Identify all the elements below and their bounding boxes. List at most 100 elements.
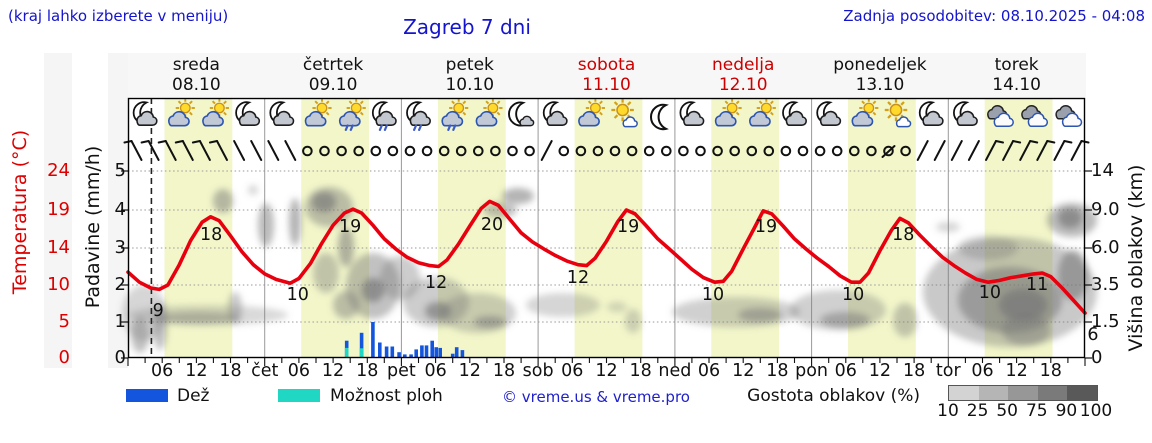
density-segment bbox=[1008, 386, 1038, 400]
day-date: 11.10 bbox=[582, 75, 631, 95]
svg-text:18: 18 bbox=[200, 225, 222, 245]
rain-legend-swatch bbox=[126, 389, 168, 402]
cloud-density-label: Gostota oblakov (%) bbox=[747, 386, 920, 406]
axis-tick: 5 bbox=[58, 311, 70, 332]
x-axis-label: 12 bbox=[732, 361, 755, 381]
density-segment bbox=[978, 386, 1009, 400]
svg-text:9: 9 bbox=[153, 301, 164, 321]
x-axis-label: pet bbox=[387, 361, 416, 381]
axis-tick: 4 bbox=[114, 199, 126, 220]
axis-tick: 1.5 bbox=[1091, 311, 1120, 332]
day-date: 10.10 bbox=[445, 75, 495, 95]
day-date: 13.10 bbox=[855, 75, 905, 95]
axis-tick: 14 bbox=[1091, 160, 1114, 181]
rain-ticks-column-bg bbox=[108, 53, 128, 368]
svg-text:20: 20 bbox=[481, 215, 503, 235]
axis-tick: 19 bbox=[47, 199, 70, 220]
x-axis-label: 06 bbox=[561, 361, 584, 381]
x-axis-label: sob bbox=[522, 361, 554, 381]
day-date: 09.10 bbox=[308, 75, 358, 95]
axis-tick: 9.0 bbox=[1091, 199, 1120, 220]
page-title: Zagreb 7 dni bbox=[403, 15, 531, 39]
density-tick-label: 50 bbox=[996, 401, 1019, 421]
x-axis-label: 18 bbox=[629, 361, 652, 381]
copyright: © vreme.us & vreme.pro bbox=[502, 388, 690, 406]
legend-row: Dež Možnost ploh © vreme.us & vreme.pro … bbox=[0, 384, 1152, 429]
x-axis-label: 18 bbox=[766, 361, 789, 381]
x-axis-label: 12 bbox=[321, 361, 345, 381]
day-name: četrtek bbox=[302, 55, 364, 75]
day-date: 08.10 bbox=[172, 75, 221, 95]
day-name: sreda bbox=[172, 55, 220, 75]
svg-text:12: 12 bbox=[567, 268, 589, 288]
x-axis-label: 18 bbox=[219, 361, 242, 381]
day-date: 14.10 bbox=[992, 75, 1041, 95]
x-axis-label: 12 bbox=[458, 361, 481, 381]
x-axis-label: 18 bbox=[1039, 361, 1062, 381]
svg-text:11: 11 bbox=[1026, 275, 1048, 295]
axis-tick: 3.5 bbox=[1091, 274, 1120, 295]
svg-text:19: 19 bbox=[617, 217, 639, 237]
x-axis-label: pon bbox=[795, 361, 829, 381]
density-tick-label: 25 bbox=[966, 401, 989, 421]
density-tick-label: 10 bbox=[937, 401, 959, 421]
rain-legend-label: Dež bbox=[177, 386, 210, 406]
day-header-bg bbox=[128, 53, 1086, 97]
menu-hint: (kraj lahko izberete v meniju) bbox=[8, 7, 229, 25]
day-name: torek bbox=[994, 55, 1039, 75]
density-tick-label: 90 bbox=[1055, 401, 1078, 421]
x-axis-label: 06 bbox=[834, 361, 857, 381]
axis-tick: 14 bbox=[47, 237, 70, 258]
day-name: sobota bbox=[577, 55, 636, 75]
axis-tick: 6.0 bbox=[1091, 237, 1120, 258]
cloud-axis-label: Višina oblakov (km) bbox=[1125, 164, 1147, 352]
svg-text:12: 12 bbox=[425, 273, 447, 293]
svg-text:10: 10 bbox=[287, 285, 309, 305]
x-axis-label: 12 bbox=[868, 361, 892, 381]
density-tick-label: 100 bbox=[1079, 401, 1113, 421]
day-date: 12.10 bbox=[718, 75, 768, 95]
day-name: petek bbox=[445, 55, 494, 75]
x-axis-label: 06 bbox=[971, 361, 994, 381]
cloud-density-scale bbox=[948, 385, 1098, 401]
axis-tick: 2 bbox=[114, 274, 126, 295]
temp-axis-label: Temperatura (°C) bbox=[9, 129, 31, 295]
x-axis-label: 06 bbox=[151, 361, 174, 381]
svg-text:19: 19 bbox=[755, 217, 777, 237]
x-axis-label: 18 bbox=[492, 361, 516, 381]
svg-text:18: 18 bbox=[892, 225, 914, 245]
x-axis-label: ned bbox=[658, 361, 692, 381]
x-axis-label: 06 bbox=[287, 361, 311, 381]
shower-legend-swatch bbox=[278, 389, 320, 402]
axis-tick: 3 bbox=[114, 237, 126, 258]
shower-legend-label: Možnost ploh bbox=[330, 386, 443, 406]
day-name: nedelja bbox=[712, 55, 775, 75]
density-tick-label: 75 bbox=[1025, 401, 1048, 421]
x-axis-label: 18 bbox=[356, 361, 379, 381]
density-segment bbox=[1037, 386, 1068, 400]
x-axis-label: 06 bbox=[424, 361, 447, 381]
rain-axis-label: Padavine (mm/h) bbox=[82, 145, 104, 309]
meteogram-plot: 9 18 10 19 12 20 12 19 10 19 10 18 10 11 6 bbox=[121, 98, 1099, 366]
density-segment bbox=[949, 386, 979, 400]
svg-text:10: 10 bbox=[702, 285, 724, 305]
x-axis-label: 12 bbox=[185, 361, 208, 381]
x-axis-label: 18 bbox=[902, 361, 926, 381]
svg-text:10: 10 bbox=[979, 283, 1001, 303]
temp-ticks-column-bg bbox=[44, 53, 72, 368]
axis-tick: 10 bbox=[47, 274, 70, 295]
svg-text:19: 19 bbox=[339, 217, 361, 237]
x-axis-label: 12 bbox=[1005, 361, 1028, 381]
x-axis-label: tor bbox=[935, 361, 961, 381]
svg-text:6: 6 bbox=[1087, 325, 1098, 345]
axis-tick: 5 bbox=[114, 160, 126, 181]
axis-tick: 0 bbox=[114, 347, 126, 368]
axis-tick: 0 bbox=[58, 347, 70, 368]
svg-text:10: 10 bbox=[842, 285, 864, 305]
last-update: Zadnja posodobitev: 08.10.2025 - 04:08 bbox=[843, 7, 1145, 25]
axis-tick: 24 bbox=[47, 160, 70, 181]
x-axis-label: 06 bbox=[697, 361, 721, 381]
x-axis-label: 12 bbox=[595, 361, 618, 381]
day-name: ponedeljek bbox=[833, 55, 927, 75]
